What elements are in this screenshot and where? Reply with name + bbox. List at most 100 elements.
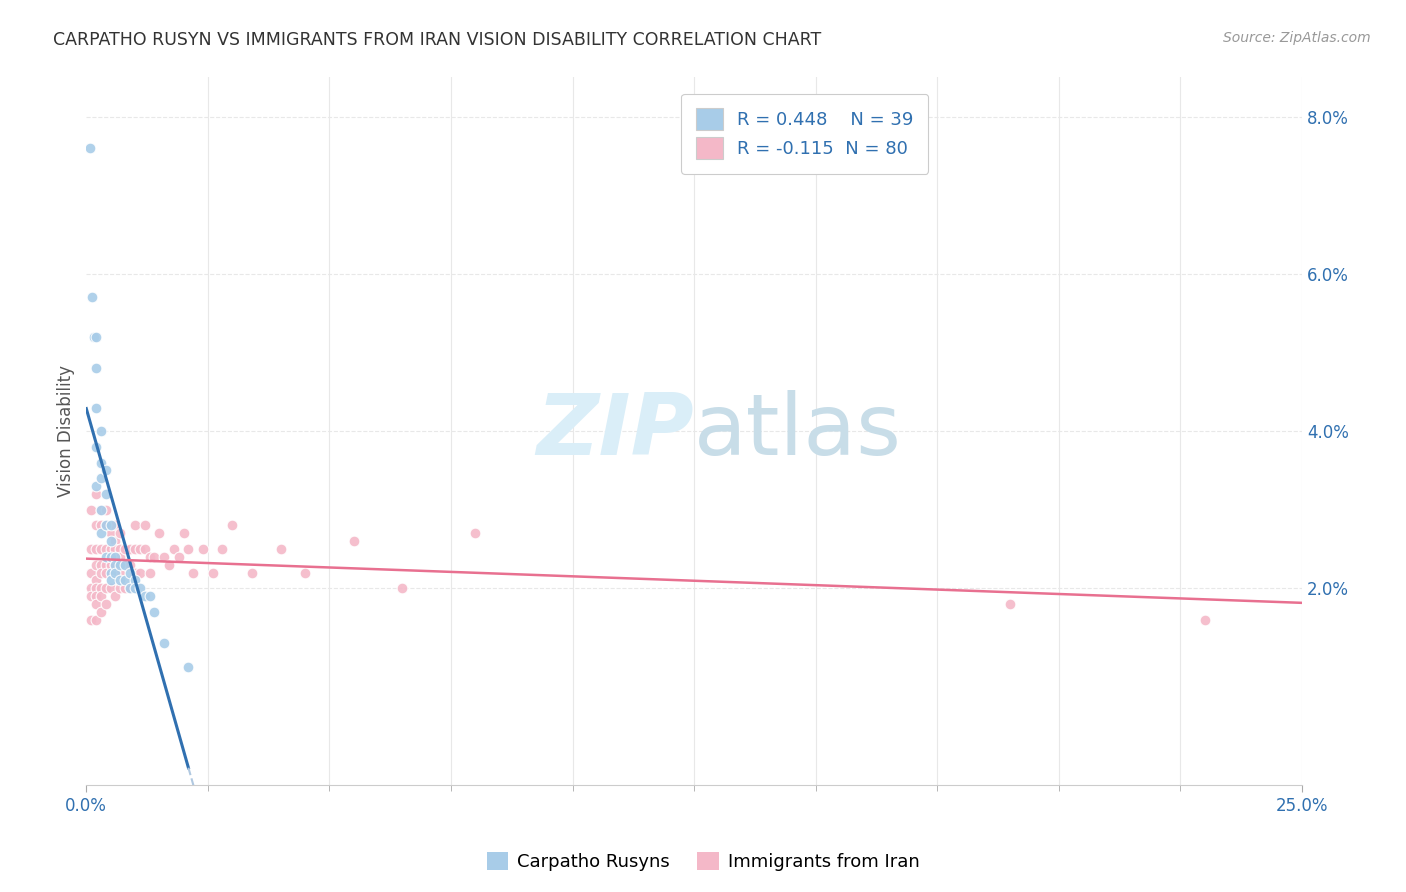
Point bbox=[110, 574, 132, 588]
Point bbox=[94, 558, 117, 572]
Point bbox=[114, 574, 136, 588]
Point bbox=[114, 582, 136, 596]
Point bbox=[157, 558, 180, 572]
Point bbox=[124, 574, 146, 588]
Point bbox=[84, 558, 107, 572]
Point bbox=[82, 291, 104, 305]
Point bbox=[138, 549, 160, 564]
Point bbox=[100, 566, 122, 580]
Point bbox=[90, 502, 112, 516]
Point bbox=[94, 463, 117, 477]
Text: atlas: atlas bbox=[695, 390, 903, 473]
Point bbox=[90, 566, 112, 580]
Point bbox=[83, 330, 105, 344]
Point bbox=[163, 541, 186, 556]
Point bbox=[84, 479, 107, 493]
Point bbox=[120, 558, 142, 572]
Point bbox=[138, 566, 160, 580]
Point bbox=[104, 558, 127, 572]
Point bbox=[84, 582, 107, 596]
Text: CARPATHO RUSYN VS IMMIGRANTS FROM IRAN VISION DISABILITY CORRELATION CHART: CARPATHO RUSYN VS IMMIGRANTS FROM IRAN V… bbox=[53, 31, 821, 49]
Point bbox=[100, 534, 122, 549]
Point bbox=[143, 549, 166, 564]
Point bbox=[90, 502, 112, 516]
Point bbox=[110, 549, 132, 564]
Point bbox=[148, 526, 170, 541]
Point bbox=[391, 582, 413, 596]
Point bbox=[143, 605, 166, 619]
Point bbox=[134, 518, 156, 533]
Point bbox=[104, 518, 127, 533]
Point bbox=[94, 502, 117, 516]
Point bbox=[181, 566, 204, 580]
Point bbox=[120, 582, 142, 596]
Point bbox=[90, 541, 112, 556]
Point bbox=[84, 487, 107, 501]
Point bbox=[270, 541, 292, 556]
Point bbox=[124, 541, 146, 556]
Point bbox=[90, 558, 112, 572]
Point bbox=[998, 597, 1021, 611]
Point bbox=[90, 526, 112, 541]
Point bbox=[90, 582, 112, 596]
Point bbox=[153, 636, 176, 650]
Point bbox=[110, 558, 132, 572]
Point bbox=[84, 597, 107, 611]
Point bbox=[153, 549, 176, 564]
Legend: Carpatho Rusyns, Immigrants from Iran: Carpatho Rusyns, Immigrants from Iran bbox=[479, 845, 927, 879]
Point bbox=[110, 541, 132, 556]
Point bbox=[114, 558, 136, 572]
Point bbox=[128, 566, 150, 580]
Point bbox=[94, 518, 117, 533]
Point bbox=[114, 558, 136, 572]
Point bbox=[343, 534, 366, 549]
Point bbox=[110, 566, 132, 580]
Point bbox=[134, 589, 156, 603]
Point bbox=[240, 566, 263, 580]
Point bbox=[177, 541, 200, 556]
Point bbox=[173, 526, 195, 541]
Point bbox=[79, 141, 101, 155]
Point bbox=[120, 566, 142, 580]
Point bbox=[128, 582, 150, 596]
Point bbox=[84, 361, 107, 376]
Point bbox=[1194, 613, 1216, 627]
Point bbox=[100, 541, 122, 556]
Point bbox=[84, 541, 107, 556]
Point bbox=[100, 558, 122, 572]
Point bbox=[94, 566, 117, 580]
Point bbox=[138, 589, 160, 603]
Point bbox=[80, 582, 103, 596]
Point bbox=[104, 534, 127, 549]
Point bbox=[94, 487, 117, 501]
Point bbox=[294, 566, 316, 580]
Point bbox=[124, 566, 146, 580]
Point bbox=[104, 566, 127, 580]
Point bbox=[90, 424, 112, 438]
Point bbox=[120, 582, 142, 596]
Point bbox=[80, 589, 103, 603]
Point bbox=[104, 589, 127, 603]
Point bbox=[90, 471, 112, 485]
Point bbox=[221, 518, 243, 533]
Point bbox=[114, 541, 136, 556]
Point bbox=[134, 541, 156, 556]
Point bbox=[104, 558, 127, 572]
Point bbox=[100, 526, 122, 541]
Point bbox=[84, 518, 107, 533]
Point bbox=[201, 566, 224, 580]
Point bbox=[90, 605, 112, 619]
Point bbox=[100, 574, 122, 588]
Point bbox=[94, 582, 117, 596]
Point bbox=[84, 330, 107, 344]
Text: Source: ZipAtlas.com: Source: ZipAtlas.com bbox=[1223, 31, 1371, 45]
Point bbox=[104, 549, 127, 564]
Point bbox=[100, 582, 122, 596]
Point bbox=[464, 526, 486, 541]
Point bbox=[80, 502, 103, 516]
Point bbox=[84, 589, 107, 603]
Point bbox=[211, 541, 233, 556]
Point bbox=[80, 566, 103, 580]
Point bbox=[94, 541, 117, 556]
Point bbox=[84, 574, 107, 588]
